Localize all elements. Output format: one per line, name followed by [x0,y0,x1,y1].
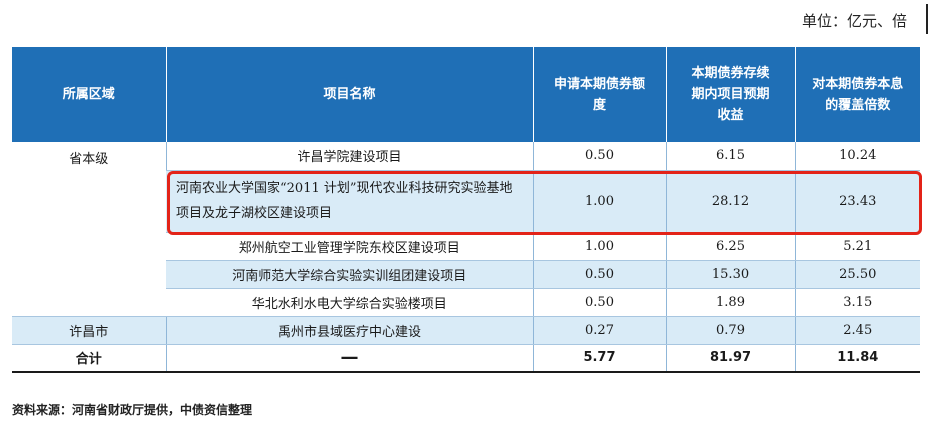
amount-cell: 1.00 [532,232,666,261]
table-row: 河南农业大学国家“2011 计划”现代农业科技研究实验基地项目及龙子湖校区建设项… [12,170,920,233]
region-provincial: 省本级 [12,142,166,317]
project-name: 华北水利水电大学综合实验楼项目 [166,288,533,317]
revenue-cell: 6.25 [665,232,795,261]
header-project-name: 项目名称 [165,47,533,142]
coverage-cell: 25.50 [794,260,920,289]
table-row: 郑州航空工业管理学院东校区建设项目 1.00 6.25 5.21 [12,232,920,261]
header-amount: 申请本期债券额度 [532,47,666,142]
coverage-cell: 2.45 [794,316,920,345]
header-region: 所属区域 [12,47,166,142]
total-name-dash: — [165,344,533,373]
amount-cell: 0.50 [532,288,666,317]
table-row: 河南师范大学综合实验实训组团建设项目 0.50 15.30 25.50 [12,260,920,289]
total-amount: 5.77 [532,344,666,373]
amount-cell: 0.50 [532,142,666,171]
table-row: 许昌市 禹州市县域医疗中心建设 0.27 0.79 2.45 [12,316,920,345]
revenue-cell: 15.30 [665,260,795,289]
header-coverage: 对本期债券本息的覆盖倍数 [794,47,920,142]
coverage-cell: 10.24 [794,142,920,171]
unit-label: 单位：亿元、倍 [801,12,907,30]
coverage-cell: 23.43 [794,170,920,233]
header-revenue: 本期债券存续期内项目预期收益 [665,47,795,142]
revenue-cell: 28.12 [665,170,795,233]
project-name: 许昌学院建设项目 [165,142,533,171]
revenue-cell: 6.15 [665,142,795,171]
revenue-cell: 0.79 [665,316,795,345]
table-header-row: 所属区域 项目名称 申请本期债券额度 本期债券存续期内项目预期收益 对本期债券本… [12,47,920,142]
revenue-cell: 1.89 [665,288,795,317]
total-row: 合计 — 5.77 81.97 11.84 [12,344,920,373]
coverage-cell: 5.21 [794,232,920,261]
table-row: 华北水利水电大学综合实验楼项目 0.50 1.89 3.15 [12,288,920,317]
amount-cell: 0.27 [532,316,666,345]
coverage-cell: 3.15 [794,288,920,317]
total-label: 合计 [12,344,166,373]
region-xuchang: 许昌市 [12,316,166,345]
project-name: 郑州航空工业管理学院东校区建设项目 [166,232,533,261]
total-coverage: 11.84 [794,344,920,373]
project-table: 所属区域 项目名称 申请本期债券额度 本期债券存续期内项目预期收益 对本期债券本… [12,47,920,373]
amount-cell: 1.00 [532,170,666,233]
project-name: 禹州市县域医疗中心建设 [165,316,533,345]
source-note: 资料来源：河南省财政厅提供，中债资信整理 [12,403,253,417]
project-name: 河南师范大学综合实验实训组团建设项目 [166,260,533,289]
project-name: 河南农业大学国家“2011 计划”现代农业科技研究实验基地项目及龙子湖校区建设项… [166,170,533,233]
table-row: 省本级 许昌学院建设项目 0.50 6.15 10.24 [12,142,920,317]
amount-cell: 0.50 [532,260,666,289]
unit-divider [926,4,928,34]
total-revenue: 81.97 [665,344,795,373]
